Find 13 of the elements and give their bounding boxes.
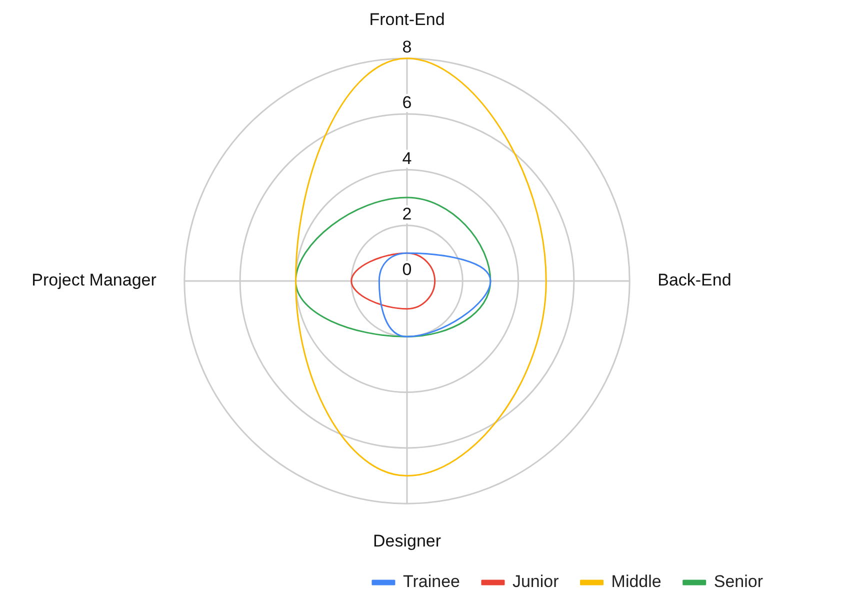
y-tick-label: 0 [402, 260, 412, 280]
spoke-label: Project Manager [32, 270, 157, 290]
spoke-label: Designer [372, 531, 442, 550]
legend-label: Trainee [402, 572, 460, 592]
y-tick-label: 4 [402, 148, 412, 168]
legend-label: Senior [714, 572, 764, 592]
spoke-label: Front-End [369, 10, 445, 29]
legend-label: Middle [611, 572, 662, 592]
y-tick-label: 6 [402, 93, 412, 112]
spoke-label: Back-End [658, 270, 732, 290]
y-tick-label: 2 [402, 204, 412, 224]
y-tick-label: 8 [402, 38, 412, 57]
legend-label: Junior [512, 572, 560, 592]
